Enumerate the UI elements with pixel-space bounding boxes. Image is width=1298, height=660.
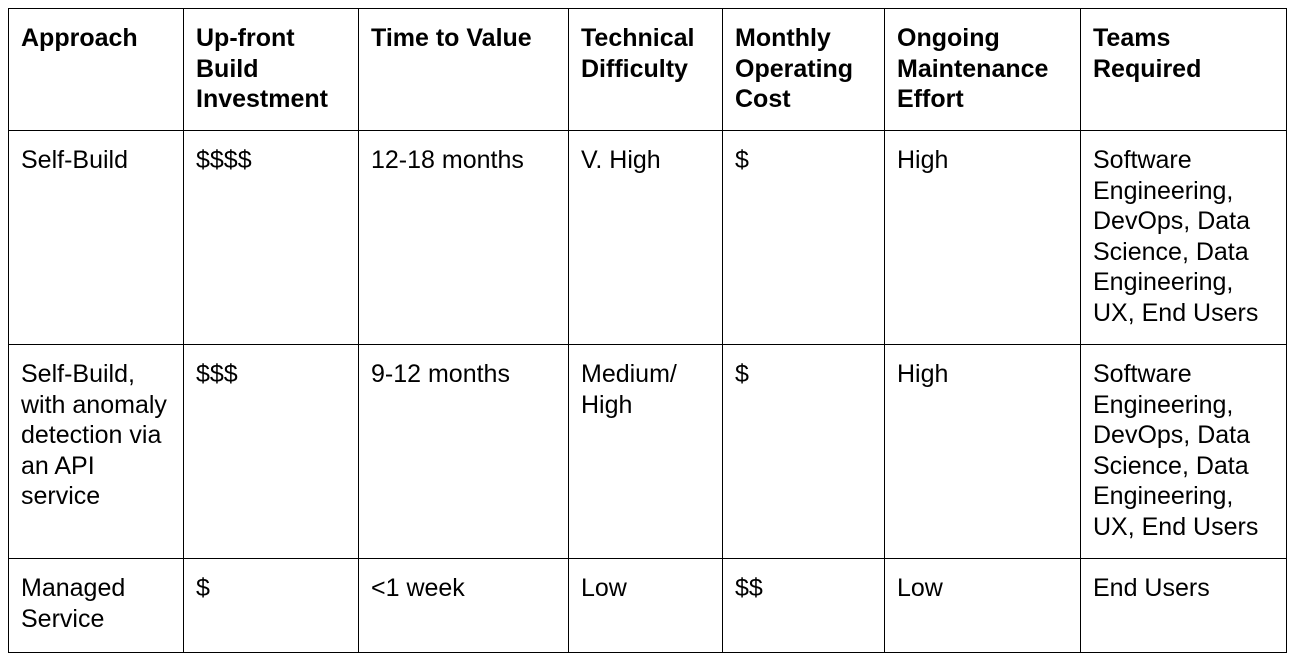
cell-technical-difficulty: Low (568, 558, 723, 653)
header-cell-technical-difficulty: Technical Difficulty (568, 8, 723, 131)
cell-upfront-investment: $$$$ (183, 130, 359, 345)
cell-maintenance-effort: High (884, 130, 1081, 345)
header-cell-maintenance-effort: Ongoing Maintenance Effort (884, 8, 1081, 131)
cell-monthly-cost: $ (722, 344, 885, 559)
header-cell-teams-required: Teams Required (1080, 8, 1287, 131)
cell-monthly-cost: $$ (722, 558, 885, 653)
cell-upfront-investment: $$$ (183, 344, 359, 559)
cell-technical-difficulty: V. High (568, 130, 723, 345)
table-row: Self-Build, with anomaly detection via a… (8, 344, 1287, 559)
comparison-table: Approach Up-front Build Investment Time … (8, 8, 1287, 653)
cell-approach: Self-Build (8, 130, 184, 345)
table-header-row: Approach Up-front Build Investment Time … (8, 8, 1287, 131)
header-cell-monthly-cost: Monthly Operating Cost (722, 8, 885, 131)
cell-monthly-cost: $ (722, 130, 885, 345)
cell-approach: Self-Build, with anomaly detection via a… (8, 344, 184, 559)
cell-upfront-investment: $ (183, 558, 359, 653)
cell-teams-required: Software Engineering, DevOps, Data Scien… (1080, 130, 1287, 345)
cell-maintenance-effort: Low (884, 558, 1081, 653)
cell-technical-difficulty: Medium/ High (568, 344, 723, 559)
cell-approach: Managed Service (8, 558, 184, 653)
cell-time-to-value: 9-12 months (358, 344, 569, 559)
header-cell-upfront-investment: Up-front Build Investment (183, 8, 359, 131)
table-row: Managed Service $ <1 week Low $$ Low End… (8, 558, 1287, 653)
header-cell-approach: Approach (8, 8, 184, 131)
header-cell-time-to-value: Time to Value (358, 8, 569, 131)
table-row: Self-Build $$$$ 12-18 months V. High $ H… (8, 130, 1287, 345)
cell-time-to-value: <1 week (358, 558, 569, 653)
cell-teams-required: End Users (1080, 558, 1287, 653)
cell-maintenance-effort: High (884, 344, 1081, 559)
cell-time-to-value: 12-18 months (358, 130, 569, 345)
cell-teams-required: Software Engineering, DevOps, Data Scien… (1080, 344, 1287, 559)
